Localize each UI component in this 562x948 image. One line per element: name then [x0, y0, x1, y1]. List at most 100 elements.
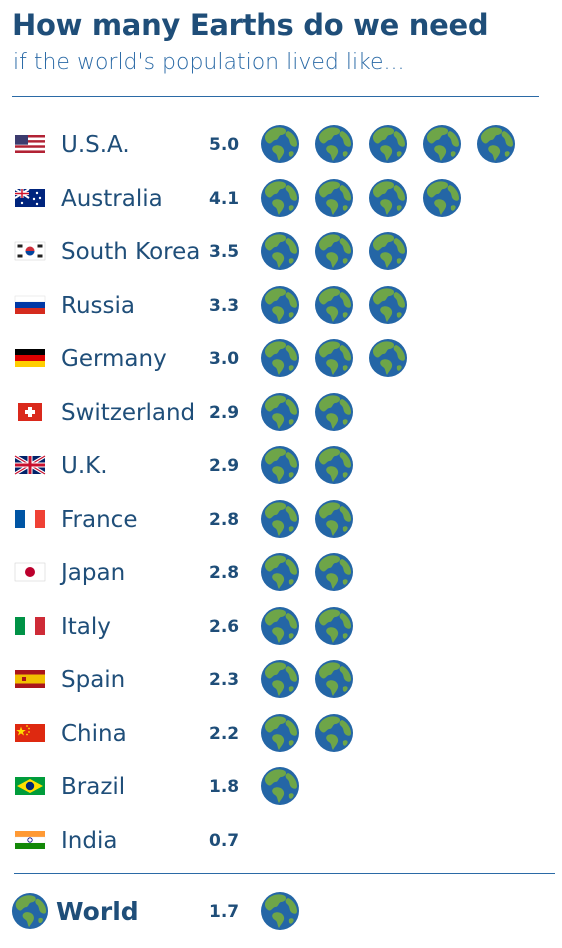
earth-icon [315, 179, 353, 217]
earth-icon [315, 125, 353, 163]
earth-icon [261, 892, 299, 930]
earth-icon [369, 179, 407, 217]
partial-earth-icon [369, 446, 407, 484]
chart-row: Brazil 1.8 [15, 767, 353, 805]
australia-flag [14, 188, 45, 207]
bottom-divider [14, 873, 555, 874]
chart-row: U.K. 2.9 [14, 446, 407, 484]
world-earth-icon [11, 892, 49, 930]
chart-row: South Korea 3.5 [14, 232, 461, 270]
earth-icon [315, 286, 353, 324]
switzerland-flag [18, 403, 42, 421]
world-value-label: 1.7 [209, 902, 239, 922]
value-label: 2.9 [209, 403, 239, 423]
earth-icon [261, 660, 299, 698]
value-label: 2.9 [209, 456, 239, 476]
partial-earth-icon [369, 553, 407, 591]
country-label: France [61, 507, 137, 533]
value-label: 3.0 [209, 349, 239, 369]
value-label: 3.5 [209, 242, 239, 262]
uk-flag [14, 454, 46, 476]
earth-icon [261, 393, 299, 431]
china-flag [15, 724, 45, 742]
germany-flag [15, 349, 45, 367]
country-label: China [61, 721, 127, 747]
earth-icon [477, 125, 515, 163]
country-label: Russia [61, 293, 135, 319]
value-label: 2.3 [209, 670, 239, 690]
earth-icon [261, 607, 299, 645]
country-label: South Korea [61, 239, 200, 265]
world-row: World 1.7 [11, 892, 353, 930]
earth-icon [315, 500, 353, 538]
india-flag [14, 831, 46, 849]
country-label: India [61, 828, 117, 854]
earth-icon [261, 232, 299, 270]
spain-flag [15, 670, 45, 688]
earth-icon [315, 553, 353, 591]
country-label: U.S.A. [61, 132, 130, 158]
earth-icon [369, 286, 407, 324]
partial-earth-icon [369, 660, 407, 698]
chart-row: U.S.A. 5.0 [15, 125, 515, 163]
country-label: Italy [61, 614, 111, 640]
value-label: 2.2 [209, 724, 239, 744]
chart-row: Japan 2.8 [14, 553, 407, 591]
country-label: U.K. [61, 453, 108, 479]
earth-icon [369, 339, 407, 377]
country-label: Germany [61, 346, 167, 372]
earth-icon [369, 232, 407, 270]
chart-row: Italy 2.6 [15, 607, 407, 645]
earth-icon [261, 339, 299, 377]
country-label: Australia [61, 186, 163, 212]
partial-earth-icon [315, 892, 353, 930]
earth-icon [369, 125, 407, 163]
south-korea-flag [14, 241, 46, 261]
japan-flag [14, 562, 46, 582]
earth-icon [261, 286, 299, 324]
chart-row: Australia 4.1 [14, 179, 515, 217]
earth-icon [423, 179, 461, 217]
chart-row: Russia 3.3 [14, 286, 461, 324]
earth-icon [261, 767, 299, 805]
value-label: 2.6 [209, 617, 239, 637]
value-label: 0.7 [209, 831, 239, 851]
chart-row: Switzerland 2.9 [18, 393, 407, 431]
partial-earth-icon [423, 286, 461, 324]
earth-icon [261, 500, 299, 538]
value-label: 5.0 [209, 135, 239, 155]
country-label: Spain [61, 667, 125, 693]
partial-earth-icon [423, 232, 461, 270]
chart-row: Germany 3.0 [15, 339, 407, 377]
partial-earth-icon [315, 767, 353, 805]
value-label: 3.3 [209, 296, 239, 316]
chart-title: How many Earths do we need [12, 8, 489, 42]
country-label: Brazil [61, 774, 125, 800]
partial-earth-icon [369, 607, 407, 645]
chart-subtitle: if the world's population lived like... [13, 50, 405, 75]
top-divider [12, 96, 539, 97]
partial-earth-icon [369, 500, 407, 538]
value-label: 2.8 [209, 510, 239, 530]
usa-flag [15, 135, 45, 153]
earth-icon [315, 660, 353, 698]
italy-flag [15, 617, 45, 635]
earth-icon [315, 446, 353, 484]
world-label: World [56, 897, 139, 926]
value-label: 2.8 [209, 563, 239, 583]
value-label: 1.8 [209, 777, 239, 797]
earth-icon [315, 232, 353, 270]
country-label: Japan [59, 560, 125, 586]
partial-earth-icon [369, 393, 407, 431]
country-label: Switzerland [61, 400, 195, 426]
chart-row: India 0.7 [14, 828, 239, 854]
earth-icon [423, 125, 461, 163]
chart-row: Spain 2.3 [15, 660, 407, 698]
partial-earth-icon [369, 714, 407, 752]
partial-earth-icon [477, 179, 515, 217]
earth-icon [261, 125, 299, 163]
chart-row: France 2.8 [15, 500, 407, 538]
value-label: 4.1 [209, 189, 239, 209]
france-flag [15, 510, 45, 528]
